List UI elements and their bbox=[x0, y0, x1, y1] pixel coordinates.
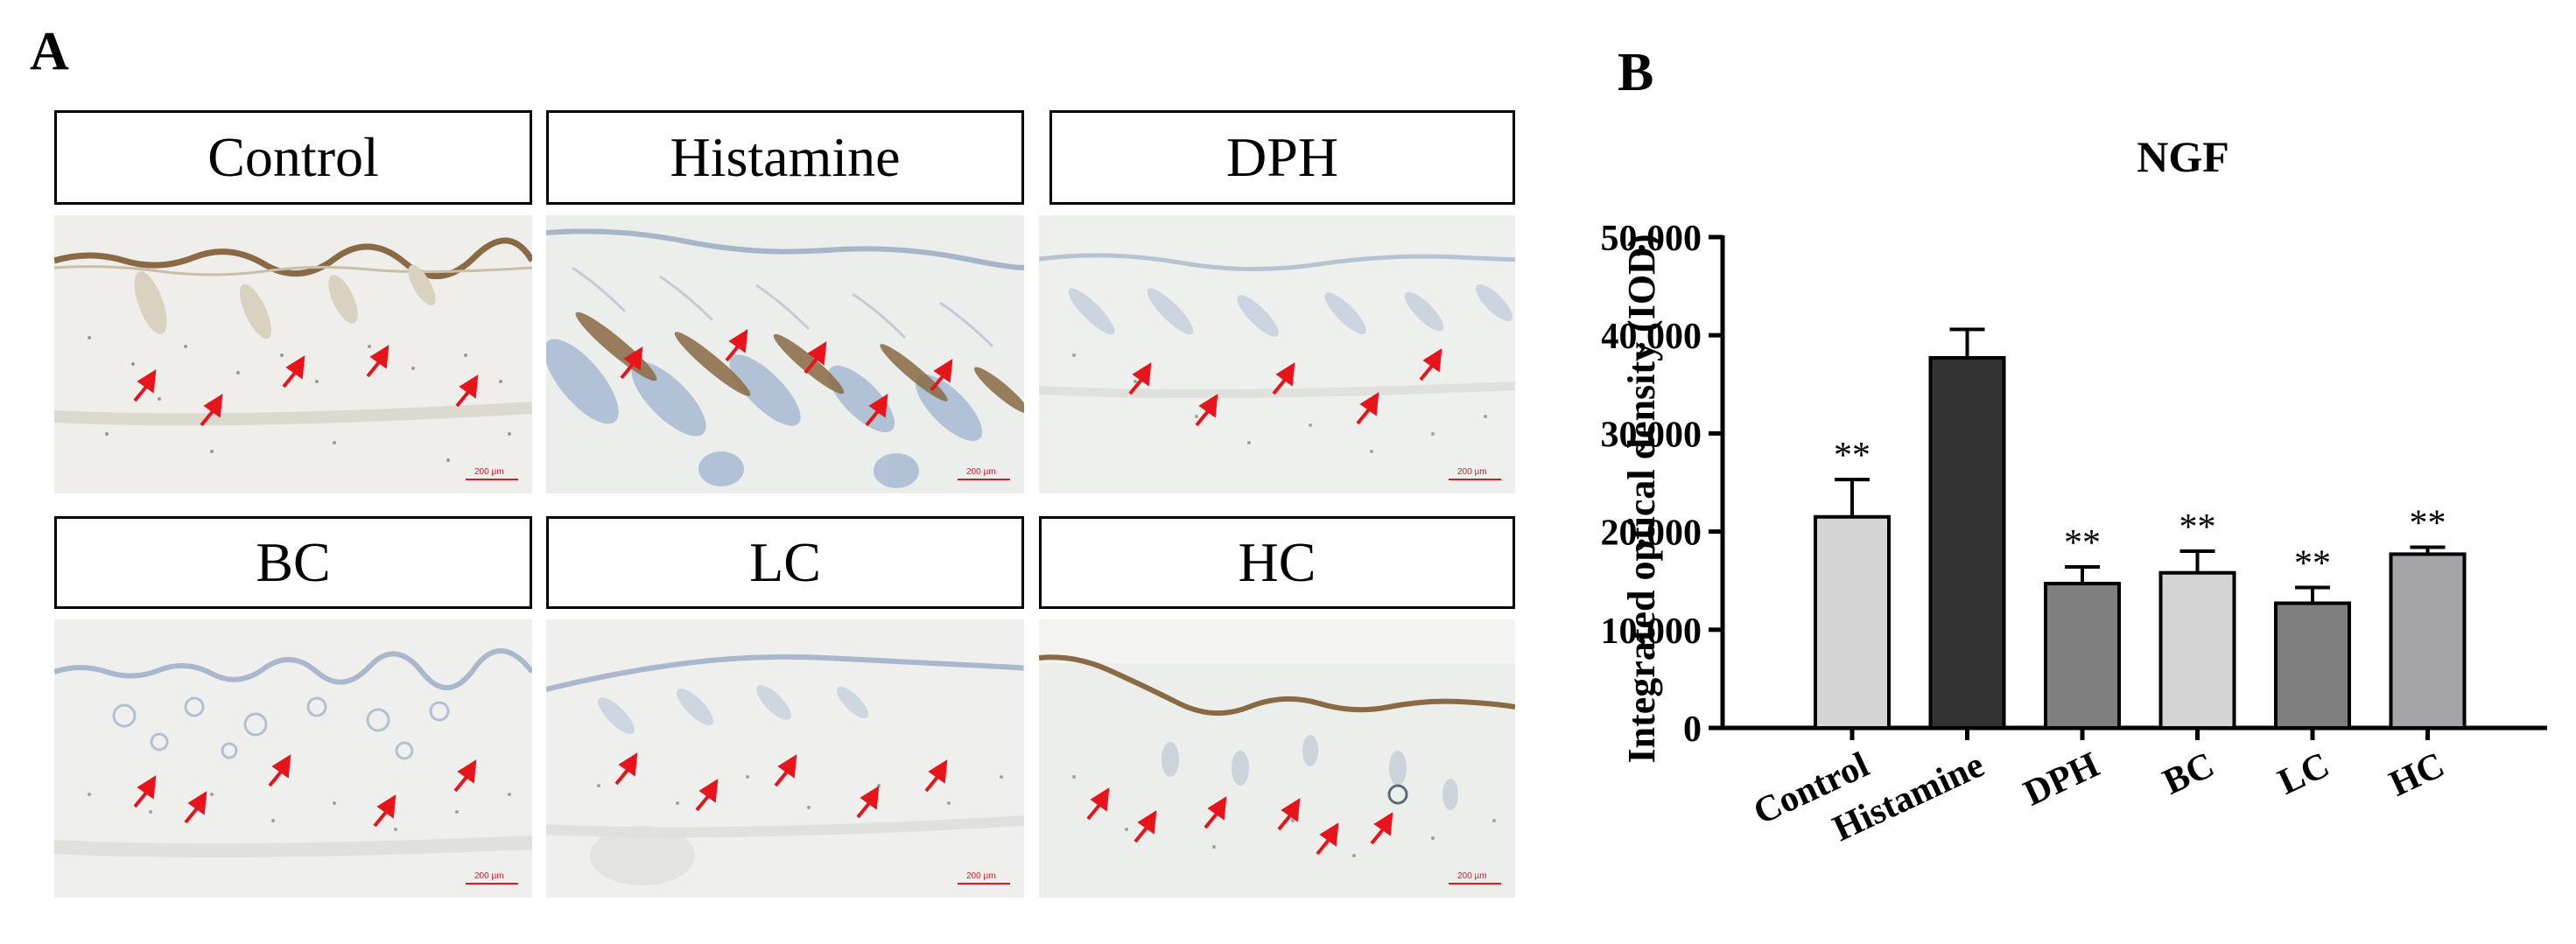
x-tick-label: DPH bbox=[2018, 745, 2105, 814]
label-bc: BC bbox=[54, 516, 532, 609]
label-hc: HC bbox=[1039, 516, 1515, 609]
label-text: Histamine bbox=[670, 126, 901, 188]
y-tick-label: 30,000 bbox=[1602, 415, 1702, 455]
panel-a-letter: A bbox=[30, 22, 69, 81]
x-tick-label: BC bbox=[2157, 745, 2220, 802]
bar bbox=[2044, 582, 2121, 730]
y-tick-label: 50,000 bbox=[1602, 219, 1702, 259]
bar bbox=[1814, 514, 1891, 730]
bar bbox=[2274, 601, 2351, 730]
bar bbox=[2389, 552, 2467, 730]
label-text: HC bbox=[1238, 531, 1316, 593]
scalebar-label: 200 µm bbox=[1457, 871, 1487, 881]
bar bbox=[2158, 570, 2236, 730]
y-tick-label: 0 bbox=[1683, 710, 1702, 750]
label-lc: LC bbox=[546, 516, 1024, 609]
micrograph-dph: 200 µm bbox=[1039, 215, 1515, 493]
label-text: LC bbox=[749, 531, 821, 593]
label-control: Control bbox=[54, 110, 532, 205]
scalebar-label: 200 µm bbox=[966, 871, 996, 881]
significance-marker: ** bbox=[1834, 436, 1871, 476]
chart-title: NGF bbox=[2137, 132, 2229, 181]
y-axis-label: Integrated optical density (IOD) bbox=[1620, 234, 1663, 764]
y-tick-label: 20,000 bbox=[1602, 514, 1702, 554]
ngf-bar-chart: NGF Integrated optical density (IOD) 0 10… bbox=[1602, 132, 2547, 850]
label-text: DPH bbox=[1225, 126, 1339, 188]
y-tick-label: 10,000 bbox=[1602, 612, 1702, 652]
micrograph-hc: 200 µm bbox=[1039, 619, 1515, 898]
label-histamine: Histamine bbox=[546, 110, 1024, 205]
x-tick-label: LC bbox=[2272, 745, 2335, 802]
y-tick-label: 40,000 bbox=[1602, 317, 1702, 357]
label-text: Control bbox=[207, 126, 379, 188]
scalebar-label: 200 µm bbox=[1457, 467, 1487, 477]
bar bbox=[1928, 356, 2006, 730]
micrograph-histamine: 200 µm bbox=[546, 215, 1024, 493]
scalebar-label: 200 µm bbox=[966, 467, 996, 477]
micrograph-bc: 200 µm bbox=[54, 619, 532, 898]
micrograph-control: 200 µm bbox=[54, 215, 532, 493]
label-dph: DPH bbox=[1049, 110, 1515, 205]
significance-marker: ** bbox=[2179, 507, 2216, 548]
micrograph-lc: 200 µm bbox=[546, 619, 1024, 898]
scalebar-label: 200 µm bbox=[474, 871, 504, 881]
x-tick-label: HC bbox=[2383, 745, 2451, 804]
significance-marker: ** bbox=[2064, 523, 2101, 563]
panel-b-letter: B bbox=[1618, 43, 1654, 102]
significance-marker: ** bbox=[2410, 504, 2446, 544]
label-text: BC bbox=[256, 531, 331, 593]
scalebar-label: 200 µm bbox=[474, 467, 504, 477]
significance-marker: ** bbox=[2294, 544, 2331, 584]
